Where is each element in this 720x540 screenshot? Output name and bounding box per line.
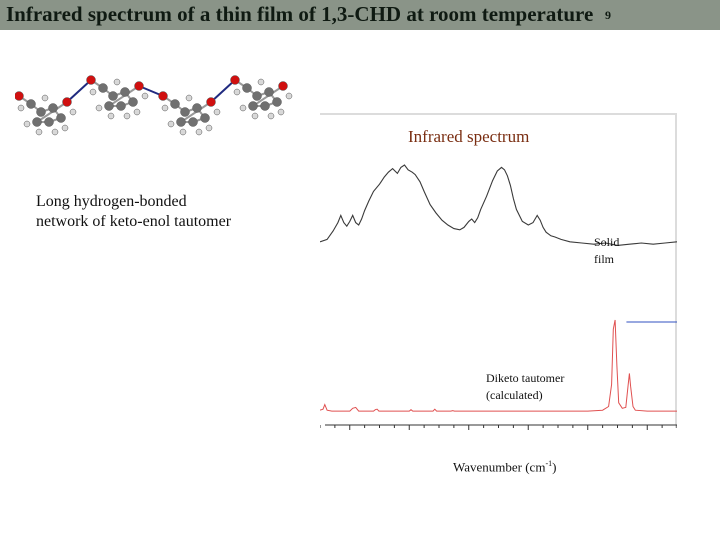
hydrogen-atom [51,128,59,136]
hydrogen-atom [233,88,241,96]
spectrum-chart [320,164,677,430]
hydrogen-atom [205,124,213,132]
carbon-atom [170,99,180,109]
hydrogen-atom [23,120,31,128]
slide-title: Infrared spectrum of a thin film of 1,3-… [6,2,594,26]
hydrogen-atom [61,124,69,132]
carbon-atom [242,83,252,93]
hydrogen-atom [185,94,193,102]
solid-film-label-line-2: film [594,252,614,266]
carbon-atom [200,113,210,123]
diketo-label-line-2: (calculated) [486,388,543,402]
oxygen-atom [86,75,96,85]
carbon-atom [98,83,108,93]
carbon-atom [26,99,36,109]
hydrogen-atom [107,112,115,120]
hydrogen-atom [133,108,141,116]
hydrogen-atom [195,128,203,136]
hydrogen-atom [179,128,187,136]
hydrogen-atom [95,104,103,112]
carbon-atom [48,103,58,113]
hydrogen-atom [69,108,77,116]
hydrogen-atom [89,88,97,96]
diketo-label: Diketo tautomer (calculated) [486,370,596,404]
spectrum-chart-panel [320,113,677,430]
oxygen-atom [278,81,288,91]
hydrogen-atom [141,92,149,100]
carbon-atom [36,107,46,117]
carbon-atom [108,91,118,101]
oxygen-atom [134,81,144,91]
molecule-chain-illustration [15,75,293,136]
solid-film-label-line-1: Solid [594,235,620,249]
title-bar: Infrared spectrum of a thin film of 1,3-… [0,0,720,30]
carbon-atom [180,107,190,117]
carbon-atom [248,101,258,111]
carbon-atom [252,91,262,101]
oxygen-atom [15,91,24,101]
carbon-atom [116,101,126,111]
chart-title: Infrared spectrum [408,127,530,146]
oxygen-atom [230,75,240,85]
carbon-atom [176,117,186,127]
carbon-atom [104,101,114,111]
solid-film-label: Solid film [594,234,634,268]
hydrogen-bond [210,79,236,103]
diketo-label-line-1: Diketo tautomer [486,371,565,385]
molecule-caption: Long hydrogen-bonded network of keto-eno… [36,192,306,232]
carbon-atom [32,117,42,127]
carbon-atom [188,117,198,127]
solid-film-trace [320,164,677,246]
hydrogen-atom [277,108,285,116]
caption-line-2: network of keto-enol tautomer [36,213,232,230]
hydrogen-atom [41,94,49,102]
carbon-atom [264,87,274,97]
hydrogen-bond [66,79,92,103]
oxygen-atom [62,97,72,107]
carbon-atom [128,97,138,107]
carbon-atom [56,113,66,123]
hydrogen-atom [267,112,275,120]
hydrogen-atom [113,78,121,86]
oxygen-atom [158,91,168,101]
slide-number: 9 [605,8,611,22]
diketo-trace [320,319,677,412]
carbon-atom [192,103,202,113]
hydrogen-atom [123,112,131,120]
hydrogen-atom [251,112,259,120]
hydrogen-atom [213,108,221,116]
x-axis-label-main: Wavenumber (cm [453,459,546,475]
caption-line-1: Long hydrogen-bonded [36,193,187,210]
hydrogen-atom [35,128,43,136]
hydrogen-atom [239,104,247,112]
carbon-atom [272,97,282,107]
carbon-atom [120,87,130,97]
oxygen-atom [206,97,216,107]
hydrogen-atom [285,92,293,100]
hydrogen-atom [17,104,25,112]
x-axis-label-exponent: -1 [545,459,553,468]
x-axis-label-end: ) [552,459,557,475]
hydrogen-atom [167,120,175,128]
hydrogen-atom [257,78,265,86]
carbon-atom [44,117,54,127]
hydrogen-atom [161,104,169,112]
carbon-atom [260,101,270,111]
x-axis-label: Wavenumber (cm-1) [453,455,556,475]
